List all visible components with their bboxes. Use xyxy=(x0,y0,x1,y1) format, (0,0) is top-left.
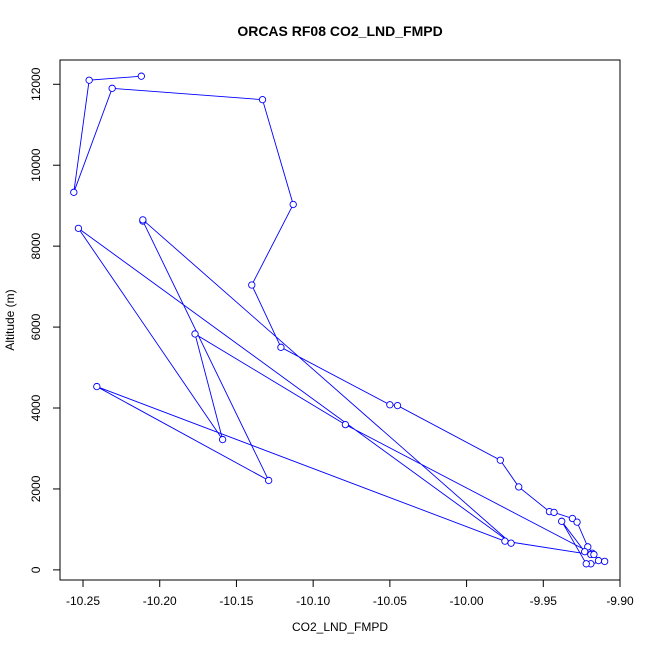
data-point xyxy=(93,382,101,391)
data-point xyxy=(501,537,509,545)
x-tick-label: -10.00 xyxy=(450,594,484,608)
data-point xyxy=(573,518,581,526)
data-point xyxy=(74,224,83,232)
data-point xyxy=(108,84,116,92)
y-axis-label: Altitude (m) xyxy=(3,289,17,350)
data-point xyxy=(515,483,523,491)
y-tick-label: 4000 xyxy=(29,394,43,421)
data-point xyxy=(248,281,256,289)
data-point xyxy=(582,560,590,568)
x-tick-label: -10.25 xyxy=(66,594,100,608)
plot-box xyxy=(59,59,621,581)
x-tick-label: -9.95 xyxy=(530,594,558,608)
data-point xyxy=(558,517,566,525)
data-series xyxy=(70,72,609,568)
data-point xyxy=(507,539,515,547)
data-point xyxy=(594,556,603,565)
x-tick-label: -10.15 xyxy=(219,594,253,608)
x-tick-label: -10.20 xyxy=(143,594,177,608)
data-point xyxy=(258,96,267,104)
data-point xyxy=(265,476,273,485)
y-tick-label: 8000 xyxy=(29,232,43,259)
data-point xyxy=(85,76,93,84)
data-point xyxy=(590,550,598,559)
x-tick-label: -10.05 xyxy=(373,594,407,608)
data-point xyxy=(496,456,504,464)
data-point xyxy=(386,401,394,409)
data-point xyxy=(289,200,297,209)
series-line xyxy=(73,75,605,565)
data-point xyxy=(191,330,199,338)
x-tick-label: -10.10 xyxy=(296,594,330,608)
data-point xyxy=(277,343,285,351)
y-tick-label: 6000 xyxy=(29,313,43,340)
x-axis: -10.25 -10.20 -10.15 -10.10 -10.05 -10.00 -9.9… xyxy=(66,579,634,608)
data-point xyxy=(70,188,78,196)
data-point xyxy=(550,508,558,517)
data-point xyxy=(601,557,609,566)
data-point xyxy=(137,72,145,80)
data-point xyxy=(341,420,350,429)
y-tick-label: 12000 xyxy=(29,67,43,101)
x-tick-label: -9.90 xyxy=(606,594,634,608)
y-tick-label: 10000 xyxy=(29,148,43,182)
y-tick-label: 0 xyxy=(29,566,43,573)
y-tick-label: 2000 xyxy=(29,475,43,502)
data-point xyxy=(139,216,147,224)
y-axis: 0 2000 4000 6000 8000 10000 12000 xyxy=(29,67,61,573)
data-point xyxy=(218,435,227,444)
data-point xyxy=(581,548,589,556)
data-point xyxy=(393,401,402,410)
x-axis-label: CO2_LND_FMPD xyxy=(292,620,388,634)
chart-title: ORCAS RF08 CO2_LND_FMPD xyxy=(237,23,442,39)
